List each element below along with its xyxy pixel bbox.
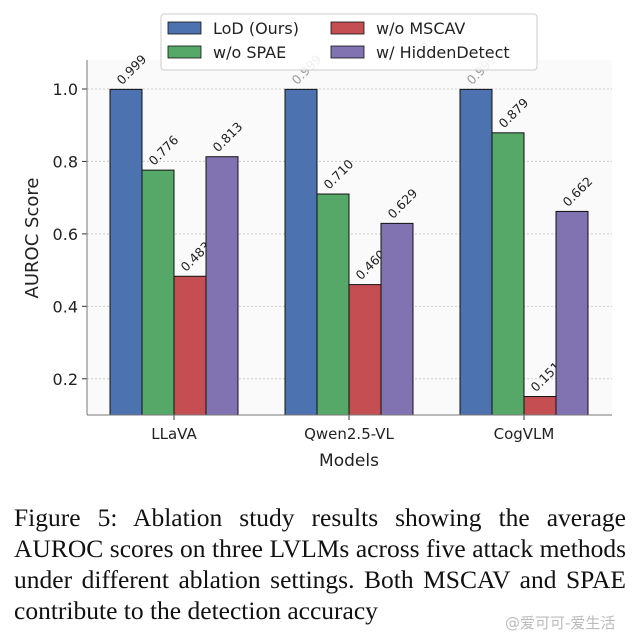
bar [491,132,525,416]
bar [523,396,557,416]
x-axis-label: Models [319,451,379,471]
bar [205,156,239,416]
x-tick-label: CogVLM [494,425,555,443]
bar [173,275,207,416]
bar [555,210,589,416]
legend [160,13,538,71]
bar [348,284,382,416]
bar [109,88,143,416]
legend-swatch [167,45,202,59]
bar [380,222,414,416]
bar [316,193,350,416]
figure-caption: Figure 5: Ablation study results showing… [14,503,626,625]
legend-label: w/o MSCAV [376,19,465,38]
y-tick-label: 1.0 [53,80,78,99]
y-tick-label: 0.2 [53,370,78,389]
bar [459,88,493,416]
legend-swatch [330,21,365,35]
legend-swatch [167,21,202,35]
y-axis-label: AUROC Score [22,178,43,299]
legend-label: LoD (Ours) [213,19,299,38]
bar [284,88,318,416]
bar [141,169,175,416]
watermark: @爱可可-爱生活 [505,614,616,632]
x-tick-label: Qwen2.5-VL [304,425,394,443]
legend-swatch [330,45,365,59]
legend-label: w/ HiddenDetect [376,43,510,62]
bar-chart: 0.20.40.60.81.0LLaVA0.9990.7760.4830.813… [22,13,612,471]
legend-label: w/o SPAE [213,43,286,62]
y-tick-label: 0.4 [53,297,78,316]
y-tick-label: 0.8 [53,152,78,171]
y-tick-label: 0.6 [53,225,78,244]
x-tick-label: LLaVA [151,425,197,443]
